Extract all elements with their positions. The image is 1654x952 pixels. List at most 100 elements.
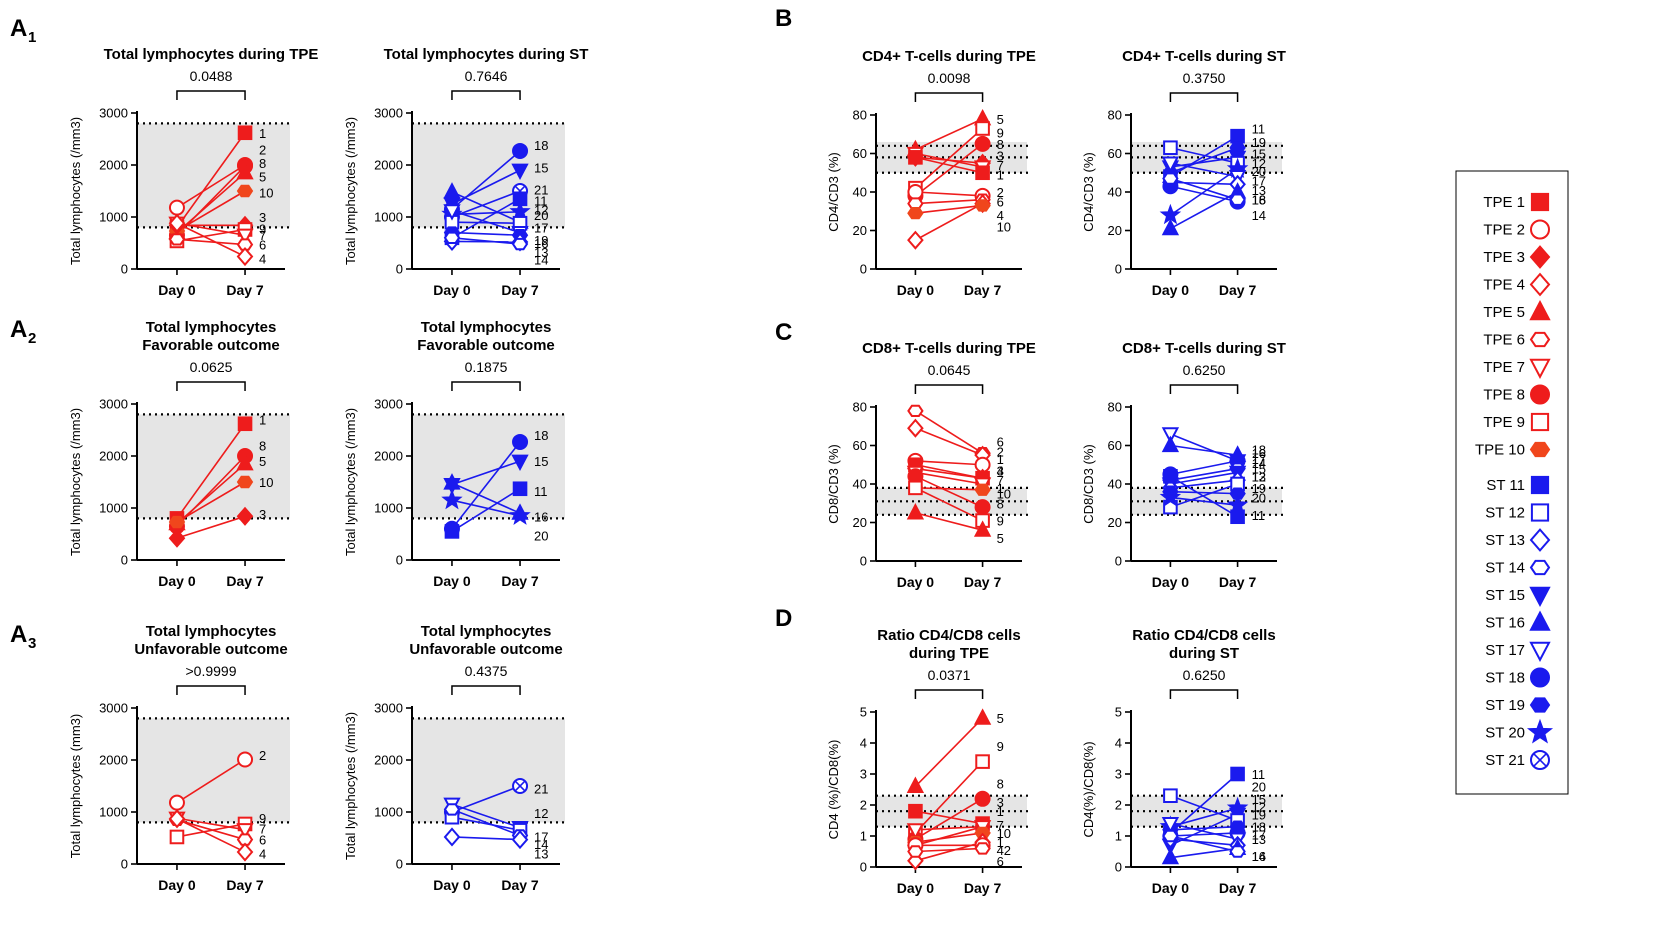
series-line [1170, 838, 1238, 847]
data-point-st-16-day0 [1161, 218, 1180, 236]
y-tick-label: 20 [1108, 223, 1122, 238]
y-tick-label: 1 [860, 829, 867, 844]
legend-item-tpe-8: TPE 8 [1483, 384, 1550, 405]
series-line [915, 471, 983, 485]
data-point-st-11-day7 [1230, 509, 1245, 525]
point-label: 10 [997, 487, 1011, 502]
series-line [915, 825, 983, 831]
panel-letter: B [775, 5, 792, 32]
legend-item-tpe-6: TPE 6 [1483, 332, 1551, 349]
y-tick-label: 20 [853, 223, 867, 238]
y-axis-label: Total lymphocytes (mm3) [68, 714, 83, 858]
legend-marker-diamond [1529, 245, 1551, 269]
series-line [1170, 162, 1238, 178]
p-value: 0.7646 [465, 68, 508, 84]
data-point-tpe-3-day7 [236, 506, 254, 526]
y-axis-label: CD4/CD3 (%) [1081, 152, 1096, 231]
data-point-tpe-6-day7 [236, 238, 254, 251]
series-line [1170, 146, 1238, 174]
data-point-tpe-4-day0 [168, 809, 186, 829]
legend-item-st-16: ST 16 [1485, 610, 1551, 632]
y-tick-label: 0 [1115, 860, 1122, 875]
significance-bracket [914, 689, 984, 699]
data-point-st-16-day0 [1161, 847, 1180, 865]
p-value: 0.0625 [190, 359, 233, 375]
point-label: 11 [1252, 121, 1266, 136]
data-point-tpe-9-day0 [908, 480, 923, 496]
point-label: 20 [1252, 779, 1266, 794]
series-line [451, 808, 521, 837]
significance-bracket [451, 685, 521, 695]
data-point-tpe-8-day7 [974, 790, 991, 807]
point-label: 5 [259, 169, 266, 184]
y-tick-label: 3000 [374, 106, 403, 121]
data-point-st-12-day0 [1163, 140, 1178, 156]
y-tick-label: 0 [121, 857, 128, 872]
data-point-tpe-5-day7 [973, 708, 992, 725]
data-point-st-17-day0 [443, 204, 461, 221]
point-label: 8 [259, 156, 266, 171]
series-line [914, 717, 984, 787]
point-label: 1 [997, 452, 1004, 467]
point-label: 14 [1252, 208, 1266, 223]
legend-item-tpe-5: TPE 5 [1483, 299, 1551, 321]
point-label: 12 [1252, 800, 1266, 815]
legend-marker-star [1526, 718, 1554, 744]
y-tick-label: 2 [1115, 798, 1122, 813]
point-label: 19 [1252, 481, 1266, 496]
point-label: 3 [997, 464, 1004, 479]
legend-item-st-15: ST 15 [1485, 586, 1551, 608]
x-tick-label: Day 7 [501, 282, 539, 298]
y-axis-label: Total lymphocytes (/mm3) [343, 408, 358, 556]
data-point-st-15-day7 [511, 163, 529, 181]
series-line [176, 228, 246, 242]
point-label: 9 [259, 811, 266, 826]
data-point-tpe-1-day0 [908, 803, 923, 819]
y-axis-label: Total lymphocytes (/mm3) [343, 712, 358, 860]
point-label: 17 [1252, 827, 1266, 842]
point-label: 17 [1252, 452, 1266, 467]
point-label: 17 [534, 220, 548, 235]
data-point-st-11-day7 [1230, 766, 1245, 782]
data-point-tpe-5-day7 [236, 162, 254, 180]
legend-marker-triangle-up [1529, 299, 1551, 321]
significance-bracket [176, 685, 246, 695]
point-label: 20 [534, 529, 548, 544]
legend-label: ST 14 [1485, 560, 1525, 577]
point-label: 9 [259, 221, 266, 236]
series-line [451, 816, 521, 831]
data-point-tpe-10-day7 [236, 184, 254, 198]
point-label: 9 [997, 739, 1004, 754]
point-label: 5 [997, 112, 1004, 127]
y-tick-label: 0 [121, 553, 128, 568]
x-tick-label: Day 0 [433, 573, 471, 589]
series-line [915, 487, 983, 491]
data-point-tpe-9-day7 [975, 754, 990, 769]
series-line [1170, 191, 1238, 230]
series-line [176, 515, 246, 539]
x-tick-label: Day 7 [1219, 574, 1257, 590]
data-point-st-21-day7 [512, 778, 529, 794]
point-label: 1 [997, 168, 1004, 183]
chart-a2-tpe: 0 1000 2000 3000 Day 0 Day 7 Total lymphocytes… [68, 319, 293, 589]
point-label: 16 [1252, 193, 1266, 208]
point-label: 3 [997, 795, 1004, 810]
y-tick-label: 0 [396, 553, 403, 568]
panel-letter: C [775, 319, 792, 346]
series-line [451, 190, 521, 218]
legend-item-tpe-9: TPE 9 [1483, 412, 1550, 432]
point-label: 3 [259, 507, 266, 522]
chart-a3-st: 0 1000 2000 3000 Day 0 Day 7 Total lymphocytes… [343, 623, 568, 893]
legend-marker-diamond [1529, 272, 1551, 297]
significance-bracket [176, 381, 246, 391]
legend-label: ST 15 [1485, 587, 1525, 604]
y-tick-label: 4 [1115, 736, 1122, 751]
series-line [915, 460, 983, 466]
y-axis-label: Total lymphocytes (/mm3) [343, 117, 358, 265]
panel-letter: A [10, 15, 27, 42]
data-point-st-20-day0 [1159, 203, 1182, 225]
series-line [1170, 822, 1238, 840]
chart-title: Total lymphocytes [421, 319, 552, 336]
point-label: 4 [259, 847, 266, 862]
legend-label: TPE 1 [1483, 194, 1525, 211]
